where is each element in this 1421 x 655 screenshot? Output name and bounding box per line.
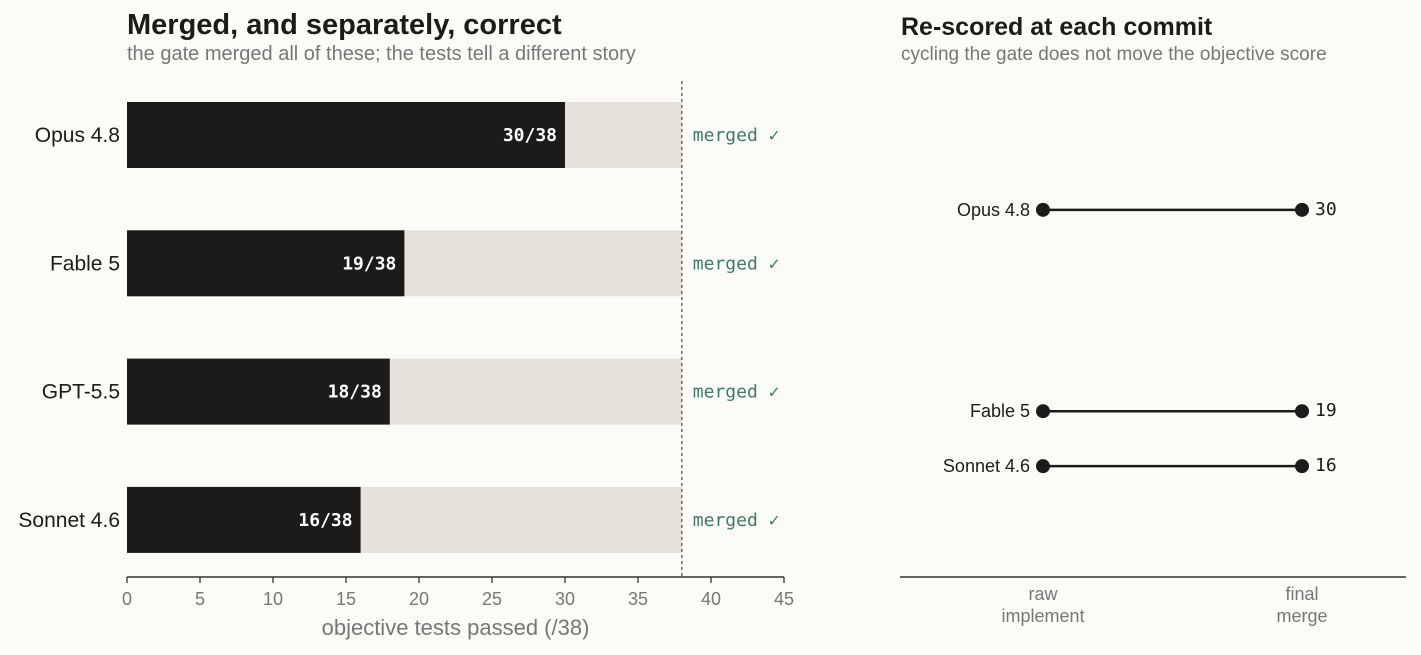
end-point <box>1295 404 1309 419</box>
x-axis-title: objective tests passed (/38) <box>322 615 590 640</box>
slope-chart: Opus 4.8 30 Fable 5 19 Sonnet 4.6 16 rawimplem… <box>900 199 1406 626</box>
start-point <box>1036 202 1050 217</box>
bar <box>127 102 565 168</box>
end-point <box>1295 202 1309 217</box>
left-chart-subtitle: the gate merged all of these; the tests … <box>127 43 636 65</box>
merged-status-label: merged ✓ <box>693 253 780 274</box>
merged-status-label: merged ✓ <box>693 125 780 146</box>
category-label: GPT-5.5 <box>42 381 120 404</box>
left-chart-title: Merged, and separately, correct <box>127 9 562 41</box>
x-tick-label: merge <box>1276 606 1327 626</box>
start-point <box>1036 459 1050 474</box>
x-tick-label: 5 <box>195 589 205 609</box>
series-end-value: 30 <box>1315 199 1337 220</box>
category-label: Fable 5 <box>50 252 120 275</box>
x-tick-label: 40 <box>701 589 721 609</box>
bar-value-label: 16/38 <box>298 510 352 531</box>
x-tick-label: 30 <box>555 589 575 609</box>
series-end-value: 16 <box>1315 455 1337 476</box>
series-end-value: 19 <box>1315 400 1337 421</box>
x-tick-label: implement <box>1001 606 1084 626</box>
bar <box>127 230 405 297</box>
merged-status-label: merged ✓ <box>693 510 780 531</box>
end-point <box>1295 459 1309 474</box>
x-tick-label: 15 <box>336 589 356 609</box>
bar-value-label: 18/38 <box>328 382 382 403</box>
bar <box>127 358 390 425</box>
right-chart-subtitle: cycling the gate does not move the objec… <box>901 44 1327 65</box>
x-tick-label: 10 <box>263 589 283 609</box>
x-tick-label: 35 <box>628 589 648 609</box>
bar <box>127 486 361 553</box>
series-label: Sonnet 4.6 <box>943 456 1030 476</box>
bar-value-label: 19/38 <box>342 253 396 274</box>
merged-status-label: merged ✓ <box>693 382 780 403</box>
series-label: Opus 4.8 <box>957 200 1030 220</box>
category-label: Sonnet 4.6 <box>18 509 120 532</box>
bar-value-label: 30/38 <box>503 125 557 146</box>
x-tick-label: 0 <box>122 589 132 609</box>
start-point <box>1036 404 1050 419</box>
series-label: Fable 5 <box>970 401 1030 421</box>
right-chart-title: Re-scored at each commit <box>901 13 1213 41</box>
x-tick-label: 45 <box>774 589 794 609</box>
x-tick-label: final <box>1285 584 1318 604</box>
x-tick-label: 20 <box>409 589 429 609</box>
category-label: Opus 4.8 <box>35 124 120 147</box>
x-tick-label: 25 <box>482 589 502 609</box>
bar-chart: 30/38 Opus 4.8 merged ✓ 19/38 Fable 5 merged … <box>18 81 794 640</box>
x-tick-label: raw <box>1028 584 1058 604</box>
